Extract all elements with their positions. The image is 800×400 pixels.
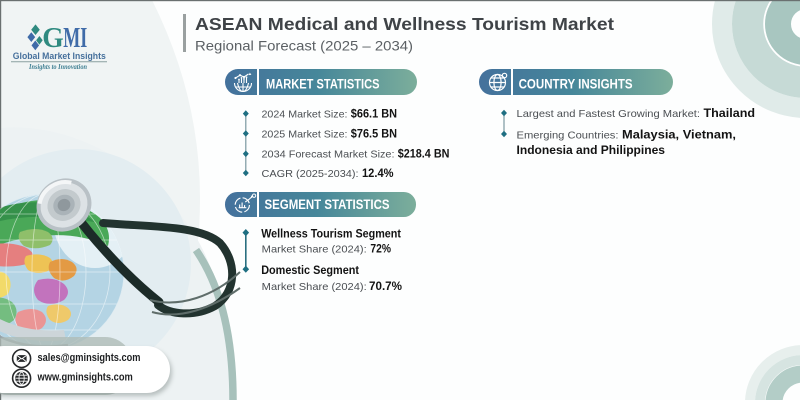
svg-text:sales@gminsights.com: sales@gminsights.com xyxy=(38,352,141,364)
svg-text:www.gminsights.com: www.gminsights.com xyxy=(37,371,133,383)
svg-text:ASEAN Medical and Wellness Tou: ASEAN Medical and Wellness Tourism Marke… xyxy=(195,14,614,34)
svg-text:2024 Market Size:: 2024 Market Size: xyxy=(262,108,348,120)
svg-text:70.7%: 70.7% xyxy=(369,281,402,293)
svg-text:MARKET STATISTICS: MARKET STATISTICS xyxy=(266,77,380,92)
svg-text:Regional Forecast (2025 – 2034: Regional Forecast (2025 – 2034) xyxy=(195,37,413,53)
svg-text:$218.4 BN: $218.4 BN xyxy=(398,149,450,161)
svg-text:COUNTRY INSIGHTS: COUNTRY INSIGHTS xyxy=(519,77,633,92)
svg-text:12.4%: 12.4% xyxy=(362,168,394,180)
svg-text:Insights to Innovation: Insights to Innovation xyxy=(28,62,87,71)
svg-text:Malaysia, Vietnam,: Malaysia, Vietnam, xyxy=(622,129,736,141)
svg-text:Domestic Segment: Domestic Segment xyxy=(261,265,359,277)
svg-text:Largest and Fastest Growing Ma: Largest and Fastest Growing Market: xyxy=(517,108,701,120)
svg-text:CAGR (2025-2034):: CAGR (2025-2034): xyxy=(262,168,359,180)
svg-text:SEGMENT STATISTICS: SEGMENT STATISTICS xyxy=(265,197,390,212)
svg-text:Thailand: Thailand xyxy=(704,108,756,120)
svg-text:Global Market Insights: Global Market Insights xyxy=(13,51,106,61)
svg-text:Wellness Tourism Segment: Wellness Tourism Segment xyxy=(261,229,401,241)
svg-text:G: G xyxy=(42,22,64,54)
svg-text:2034 Forecast Market Size:: 2034 Forecast Market Size: xyxy=(262,149,395,161)
svg-text:Emerging Countries:: Emerging Countries: xyxy=(517,129,619,141)
svg-text:Market Share (2024):: Market Share (2024): xyxy=(262,281,367,293)
svg-text:72%: 72% xyxy=(370,243,391,255)
svg-text:Market Share (2024):: Market Share (2024): xyxy=(262,243,367,255)
svg-text:$66.1 BN: $66.1 BN xyxy=(351,108,397,120)
svg-text:2025 Market Size:: 2025 Market Size: xyxy=(262,128,348,140)
svg-text:MI: MI xyxy=(63,22,87,54)
svg-text:Indonesia and Philippines: Indonesia and Philippines xyxy=(517,145,666,157)
svg-text:$76.5 BN: $76.5 BN xyxy=(351,128,397,140)
